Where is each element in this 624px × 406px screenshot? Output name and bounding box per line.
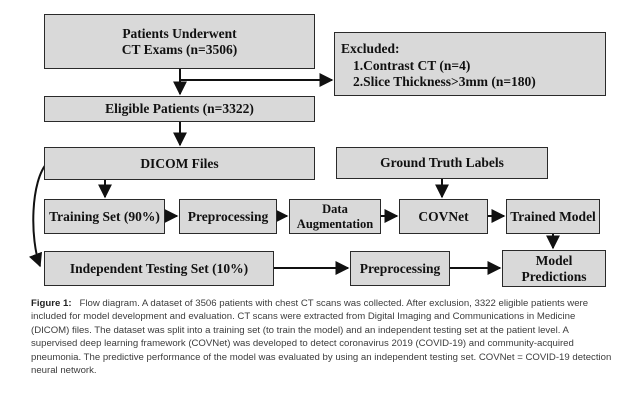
excluded-item-1: 1.Contrast CT (n=4) [353, 58, 471, 73]
trained-model-box: Trained Model [506, 199, 600, 234]
predictions-line1: Model [535, 252, 573, 268]
testing-set-box: Independent Testing Set (10%) [44, 251, 274, 286]
ground-truth-box: Ground Truth Labels [336, 147, 548, 179]
patients-line2: CT Exams (n=3506) [121, 41, 238, 57]
augmentation-line2: Augmentation [296, 216, 374, 231]
flow-diagram: Patients Underwent CT Exams (n=3506) Exc… [28, 14, 606, 287]
dicom-box: DICOM Files [44, 147, 315, 180]
training-set-box: Training Set (90%) [44, 199, 165, 234]
excluded-box: Excluded: 1.Contrast CT (n=4) 2.Slice Th… [334, 32, 606, 96]
figure-caption: Figure 1: Flow diagram. A dataset of 3506… [31, 297, 615, 377]
eligible-label: Eligible Patients (n=3322) [105, 101, 254, 116]
caption-label: Figure 1: [31, 298, 72, 309]
caption-text: Flow diagram. A dataset of 3506 patients… [31, 298, 612, 377]
testing-set-label: Independent Testing Set (10%) [69, 260, 249, 276]
eligible-box: Eligible Patients (n=3322) [44, 96, 315, 122]
predictions-box: Model Predictions [502, 250, 606, 287]
excluded-title: Excluded: [341, 41, 400, 56]
excluded-item-2: 2.Slice Thickness>3mm (n=180) [353, 74, 536, 89]
training-set-label: Training Set (90%) [49, 208, 160, 224]
preprocessing-train-box: Preprocessing [179, 199, 277, 234]
patients-box: Patients Underwent CT Exams (n=3506) [44, 14, 315, 69]
augmentation-box: Data Augmentation [289, 199, 381, 234]
trained-model-label: Trained Model [510, 208, 596, 224]
covnet-label: COVNet [418, 208, 469, 224]
ground-truth-label: Ground Truth Labels [380, 155, 504, 170]
predictions-line2: Predictions [521, 268, 587, 284]
covnet-box: COVNet [399, 199, 488, 234]
preprocessing-test-box: Preprocessing [350, 251, 450, 286]
dicom-label: DICOM Files [140, 155, 219, 171]
preprocessing-train-label: Preprocessing [187, 208, 269, 224]
preprocessing-test-label: Preprocessing [359, 260, 441, 276]
augmentation-line1: Data [322, 201, 348, 216]
patients-line1: Patients Underwent [122, 25, 237, 41]
